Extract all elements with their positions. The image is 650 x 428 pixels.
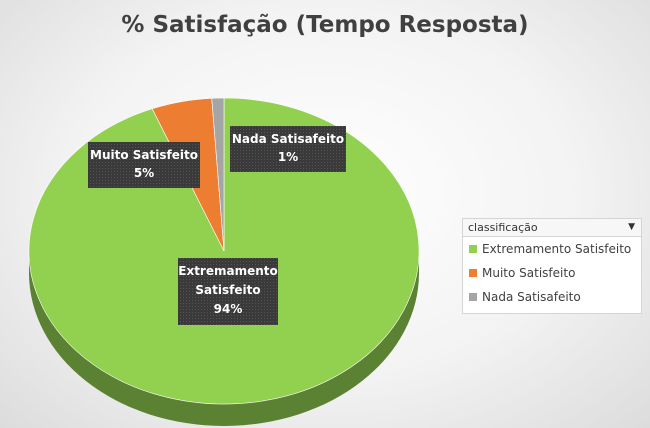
- data-label: Extremamento: [178, 264, 278, 278]
- data-label-box: [88, 142, 200, 188]
- legend-label: Extremamento Satisfeito: [482, 242, 632, 256]
- data-label-box: [178, 258, 278, 325]
- data-label: Muito Satisfeito: [90, 148, 198, 162]
- legend-item: Extremamento Satisfeito: [463, 237, 641, 261]
- legend-swatch: [469, 244, 477, 253]
- chevron-down-icon[interactable]: ▼: [628, 222, 635, 232]
- chart-title: % Satisfação (Tempo Resposta): [121, 12, 529, 38]
- legend-header[interactable]: classificação ▼: [463, 219, 641, 237]
- data-label: 94%: [214, 302, 243, 316]
- legend-item: Muito Satisfeito: [463, 261, 641, 285]
- data-label: 5%: [134, 166, 154, 180]
- pie-slice[interactable]: [211, 97, 225, 252]
- data-label: Nada Satisafeito: [232, 132, 344, 146]
- data-label-box: [230, 126, 346, 172]
- legend-swatch: [469, 292, 477, 301]
- legend-header-label: classificação: [468, 221, 538, 234]
- legend-label: Nada Satisafeito: [482, 290, 581, 304]
- chart-legend[interactable]: classificação ▼ Extremamento Satisfeito …: [462, 218, 642, 314]
- data-label: Satisfeito: [195, 283, 260, 297]
- legend-swatch: [469, 268, 477, 277]
- data-label: 1%: [278, 150, 298, 164]
- legend-label: Muito Satisfeito: [482, 266, 576, 280]
- legend-item: Nada Satisafeito: [463, 285, 641, 309]
